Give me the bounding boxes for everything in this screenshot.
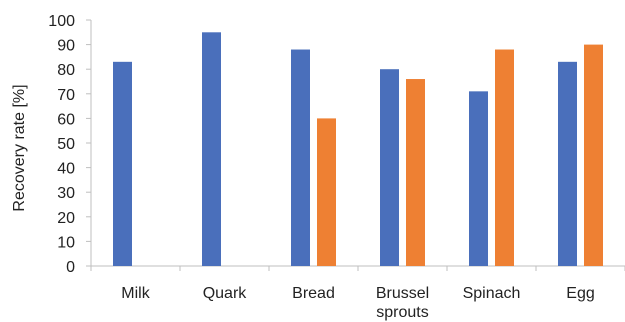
bar-series-2 — [584, 44, 603, 266]
x-tick-label-line: Quark — [203, 285, 248, 302]
x-tick-label-line: Egg — [566, 285, 594, 302]
bar-series-2 — [317, 118, 336, 267]
x-tick-label-line: Brussel — [376, 285, 429, 302]
x-tick-label: Egg — [566, 285, 594, 302]
y-tick-label: 90 — [57, 38, 75, 55]
x-tick-label-line: Milk — [121, 285, 150, 302]
bar-series-1 — [380, 69, 399, 266]
x-tick-label: Spinach — [463, 285, 521, 302]
bar-series-1 — [558, 61, 577, 266]
x-axis: Milk Quark Bread Brussel sprouts Spinach Egg — [90, 265, 625, 321]
y-tick-label: 50 — [57, 136, 75, 153]
y-tick-label: 0 — [66, 259, 75, 276]
x-tick-label: Quark — [203, 285, 248, 302]
x-tick-label-line: Spinach — [463, 285, 521, 302]
y-tick-label: 20 — [57, 210, 75, 227]
x-tick-label-line: Bread — [292, 285, 335, 302]
bar-series-1 — [291, 49, 310, 266]
y-tick-label: 70 — [57, 87, 75, 104]
y-tick-label: 80 — [57, 62, 75, 79]
x-tick-label: Bread — [292, 285, 335, 302]
bar-series-1 — [202, 32, 221, 266]
y-tick-label: 30 — [57, 185, 75, 202]
bar-series-2 — [495, 49, 514, 266]
y-tick-label: 60 — [57, 111, 75, 128]
y-tick-label: 100 — [48, 13, 75, 30]
x-tick-label: Brussel sprouts — [376, 285, 429, 321]
bar-series-1 — [113, 61, 132, 266]
bars — [113, 32, 603, 267]
y-axis-title: Recovery rate [%] — [11, 84, 28, 211]
y-tick-label: 10 — [57, 234, 75, 251]
y-tick-label: 40 — [57, 161, 75, 178]
x-tick-label: Milk — [121, 285, 150, 302]
y-axis: 0 10 20 30 40 50 60 70 80 90 100 — [48, 13, 92, 276]
x-tick-label-line: sprouts — [376, 304, 428, 321]
bar-series-1 — [469, 91, 488, 266]
bar-series-2 — [406, 79, 425, 266]
